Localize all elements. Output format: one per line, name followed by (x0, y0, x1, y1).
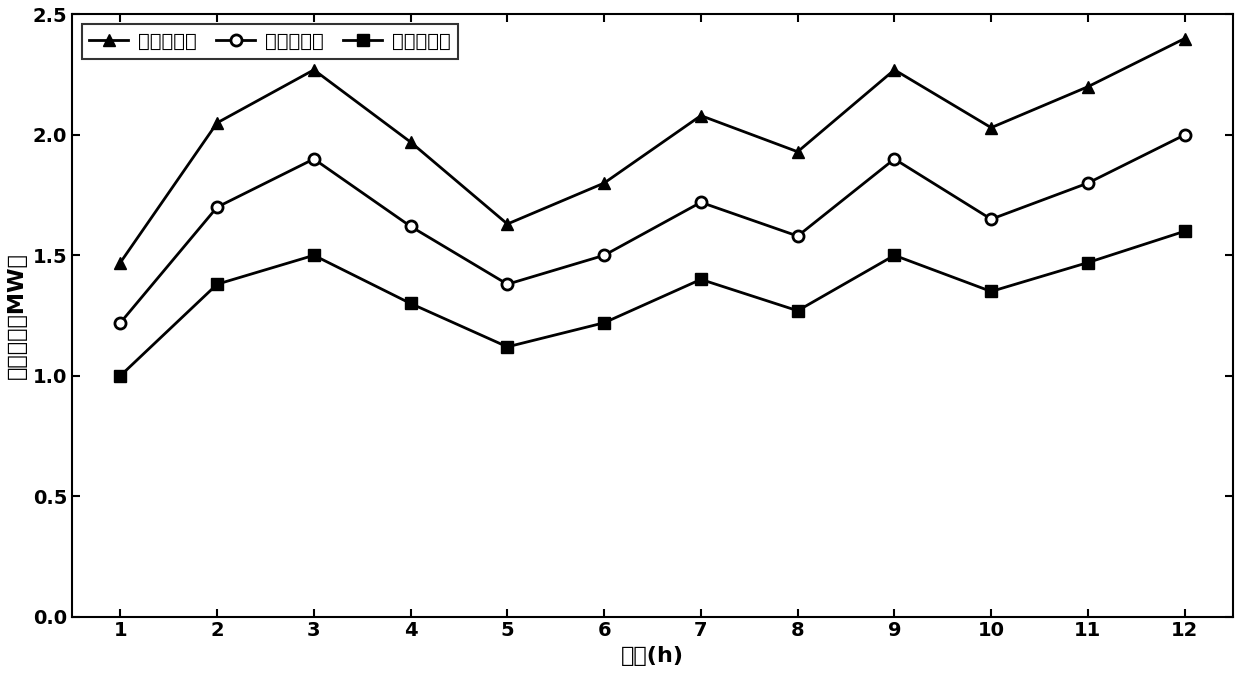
出力最小値 (790, 307, 805, 315)
出力最大値 (596, 179, 611, 187)
X-axis label: 时段(h): 时段(h) (621, 646, 684, 666)
出力最大値 (790, 147, 805, 155)
出力最大値 (887, 66, 901, 74)
出力期望値 (790, 232, 805, 240)
出力期望値 (500, 280, 515, 288)
出力最小値 (210, 280, 224, 288)
出力期望値 (306, 155, 321, 163)
出力最小値 (693, 275, 708, 283)
Line: 出力最大値: 出力最大値 (114, 32, 1190, 269)
出力期望値 (1177, 131, 1192, 139)
Line: 出力最小値: 出力最小値 (115, 225, 1190, 382)
出力最小値 (113, 371, 128, 380)
出力最小値 (887, 251, 901, 259)
出力期望値 (210, 203, 224, 211)
出力期望値 (596, 251, 611, 259)
出力最大値 (306, 66, 321, 74)
出力最大値 (113, 258, 128, 267)
Legend: 出力最大値, 出力期望値, 出力最小値: 出力最大値, 出力期望値, 出力最小値 (82, 24, 459, 59)
出力最小値 (596, 319, 611, 327)
出力最大値 (500, 220, 515, 228)
出力期望値 (693, 199, 708, 207)
出力最小値 (1177, 227, 1192, 236)
出力最大値 (403, 138, 418, 146)
出力期望値 (887, 155, 901, 163)
出力期望値 (113, 319, 128, 327)
出力期望値 (1080, 179, 1095, 187)
出力期望値 (983, 215, 998, 223)
出力最小値 (500, 343, 515, 351)
出力最小値 (403, 299, 418, 308)
出力最小値 (1080, 258, 1095, 267)
出力最小値 (983, 287, 998, 295)
Y-axis label: 出力预测（MW）: 出力预测（MW） (7, 252, 27, 379)
出力最小値 (306, 251, 321, 259)
出力最大値 (983, 124, 998, 132)
出力最大値 (1080, 83, 1095, 91)
出力最大値 (693, 112, 708, 120)
出力期望値 (403, 222, 418, 230)
出力最大値 (1177, 34, 1192, 42)
Line: 出力期望値: 出力期望値 (115, 129, 1190, 328)
出力最大値 (210, 119, 224, 127)
